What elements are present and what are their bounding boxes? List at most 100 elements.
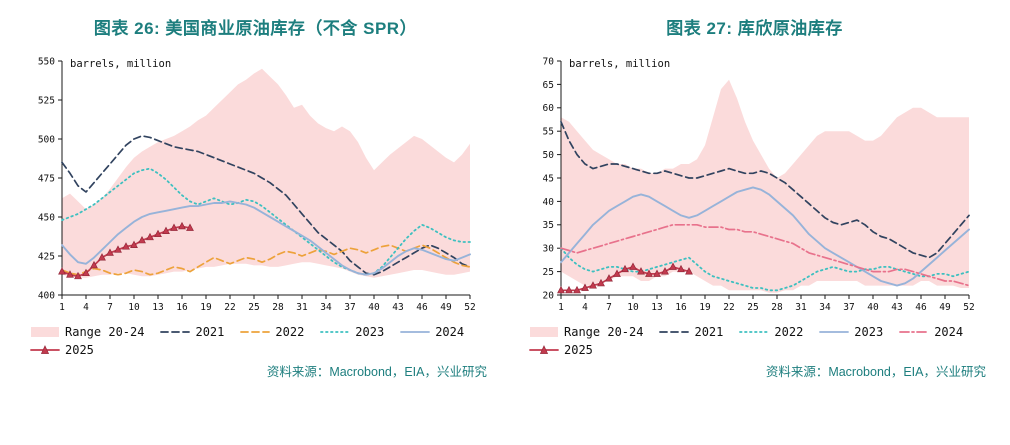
- chart-panel-cushing: 图表 27: 库欣原油库存 20 25 30 35 40 45 50 55 60 65 70 1 4 7 1…: [513, 6, 996, 388]
- x-tick-label: 16: [176, 302, 188, 313]
- series-line-2021: [560, 120, 970, 259]
- x-tick-label: 10: [128, 302, 140, 313]
- legend-label: Range 20-24: [65, 325, 145, 339]
- triangle-marker: [90, 260, 98, 269]
- unit-label: barrels, million: [569, 58, 670, 70]
- unit-label: barrels, million: [70, 58, 171, 70]
- triangle-marker: [573, 285, 581, 294]
- legend-item-2021: 2021: [659, 325, 723, 339]
- x-tick-label: 34: [819, 302, 831, 313]
- legend-label: 2025: [564, 343, 593, 357]
- legend-item-2024: 2024: [400, 325, 464, 339]
- triangle-marker: [106, 248, 114, 256]
- triangle-marker: [186, 223, 194, 231]
- cushing-inventory-chart: 20 25 30 35 40 45 50 55 60 65 70 1 4 7 10 13 16 19 22 25 28 3…: [519, 49, 977, 321]
- chart-title-cushing: 图表 27: 库欣原油库存: [666, 19, 843, 38]
- legend-item-2021: 2021: [160, 325, 224, 339]
- legend-item-range-20-24: Range 20-24: [529, 325, 643, 339]
- legend-item-2023: 2023: [819, 325, 883, 339]
- series-line-2023: [61, 167, 471, 276]
- charts-row: 图表 26: 美国商业原油库存（不含 SPR） 400 425 450 475 500 5…: [30, 6, 996, 388]
- series-line-2024: [560, 223, 970, 287]
- y-tick-label: 450: [38, 212, 55, 223]
- legend-item-2022: 2022: [240, 325, 304, 339]
- line-swatch-icon: [160, 331, 191, 333]
- x-tick-label: 46: [416, 302, 428, 313]
- line-swatch-icon: [400, 331, 431, 333]
- x-tick-label: 40: [867, 302, 879, 313]
- series-line-2022: [560, 247, 970, 292]
- line-swatch-icon: [529, 345, 559, 354]
- y-tick-label: 40: [543, 197, 555, 208]
- x-tick-label: 13: [152, 302, 163, 313]
- triangle-marker: [138, 235, 146, 244]
- x-tick-label: 1: [558, 302, 564, 313]
- triangle-marker: [629, 262, 637, 270]
- chart-svg: 20 25 30 35 40 45 50 55 60 65 70 1 4 7 10 13 16 19 22 25 28 3…: [543, 56, 975, 313]
- legend-item-range-20-24: Range 20-24: [30, 325, 144, 339]
- y-tick-label: 55: [543, 127, 554, 138]
- triangle-marker: [589, 281, 597, 289]
- line-swatch-icon: [659, 331, 690, 333]
- range-swatch-icon: [31, 327, 59, 337]
- triangle-marker: [130, 240, 138, 248]
- legend-label: 2024: [435, 325, 465, 339]
- x-tick-label: 25: [248, 302, 259, 313]
- x-tick-label: 19: [200, 302, 212, 313]
- legend-item-2024: 2024: [899, 325, 963, 339]
- x-tick-label: 40: [368, 302, 380, 313]
- triangle-marker: [645, 269, 653, 277]
- chart-title-us-crude: 图表 26: 美国商业原油库存（不含 SPR）: [93, 19, 418, 38]
- x-tick-label: 31: [296, 302, 308, 313]
- legend-row-2: 2025: [30, 343, 497, 357]
- line-swatch-icon: [30, 345, 60, 354]
- y-tick-label: 50: [543, 150, 555, 161]
- y-tick-label: 70: [543, 56, 555, 67]
- y-tick-label: 35: [543, 220, 554, 231]
- triangle-marker: [653, 269, 661, 277]
- x-tick-label: 16: [675, 302, 687, 313]
- triangle-marker: [58, 267, 66, 275]
- chart-svg: 400 425 450 475 500 525 550 1 4 7 10 13 16 19 22 25 28 31…: [38, 56, 476, 313]
- legend-label: 2023: [854, 325, 884, 339]
- x-tick-label: 37: [344, 302, 355, 313]
- line-swatch-icon: [320, 331, 351, 333]
- triangle-marker: [122, 242, 130, 250]
- legend-label: 2021: [195, 325, 225, 339]
- range-band-area: [62, 68, 470, 278]
- y-tick-label: 60: [543, 103, 555, 114]
- x-tick-label: 28: [272, 302, 284, 313]
- triangle-marker: [677, 264, 685, 273]
- x-tick-label: 43: [392, 302, 403, 313]
- y-tick-label: 45: [543, 173, 554, 184]
- legend-label: 2023: [355, 325, 385, 339]
- legend-label: 2024: [934, 325, 964, 339]
- x-tick-label: 49: [440, 302, 452, 313]
- legend-item-2022: 2022: [739, 325, 803, 339]
- legend-label: 2025: [65, 343, 94, 357]
- legend-row-1: Range 20-24 2021 2022 2023 2024: [529, 325, 996, 339]
- x-tick-label: 4: [83, 302, 89, 313]
- y-tick-label: 425: [38, 251, 55, 262]
- legend-item-2025: 2025: [30, 343, 94, 357]
- line-swatch-icon: [819, 331, 850, 333]
- triangle-marker: [170, 223, 178, 231]
- triangle-marker: [613, 269, 621, 277]
- y-tick-label: 475: [38, 173, 55, 184]
- triangle-marker: [162, 226, 170, 234]
- range-band-area: [561, 79, 969, 293]
- source-note-right: 资料来源：Macrobond，EIA，兴业研究: [765, 365, 986, 379]
- x-tick-label: 7: [606, 302, 612, 313]
- triangle-marker: [597, 278, 605, 287]
- x-tick-label: 7: [107, 302, 113, 313]
- series-line-2023: [560, 186, 970, 287]
- x-tick-label: 10: [627, 302, 639, 313]
- legend-row-1: Range 20-24 2021 2022 2023 2024: [30, 325, 497, 339]
- x-tick-label: 52: [464, 302, 475, 313]
- triangle-marker: [565, 285, 573, 294]
- line-swatch-icon: [739, 331, 770, 333]
- line-swatch-icon: [899, 331, 930, 333]
- triangle-marker: [178, 221, 186, 230]
- x-tick-label: 52: [963, 302, 974, 313]
- range-swatch-icon: [530, 327, 558, 337]
